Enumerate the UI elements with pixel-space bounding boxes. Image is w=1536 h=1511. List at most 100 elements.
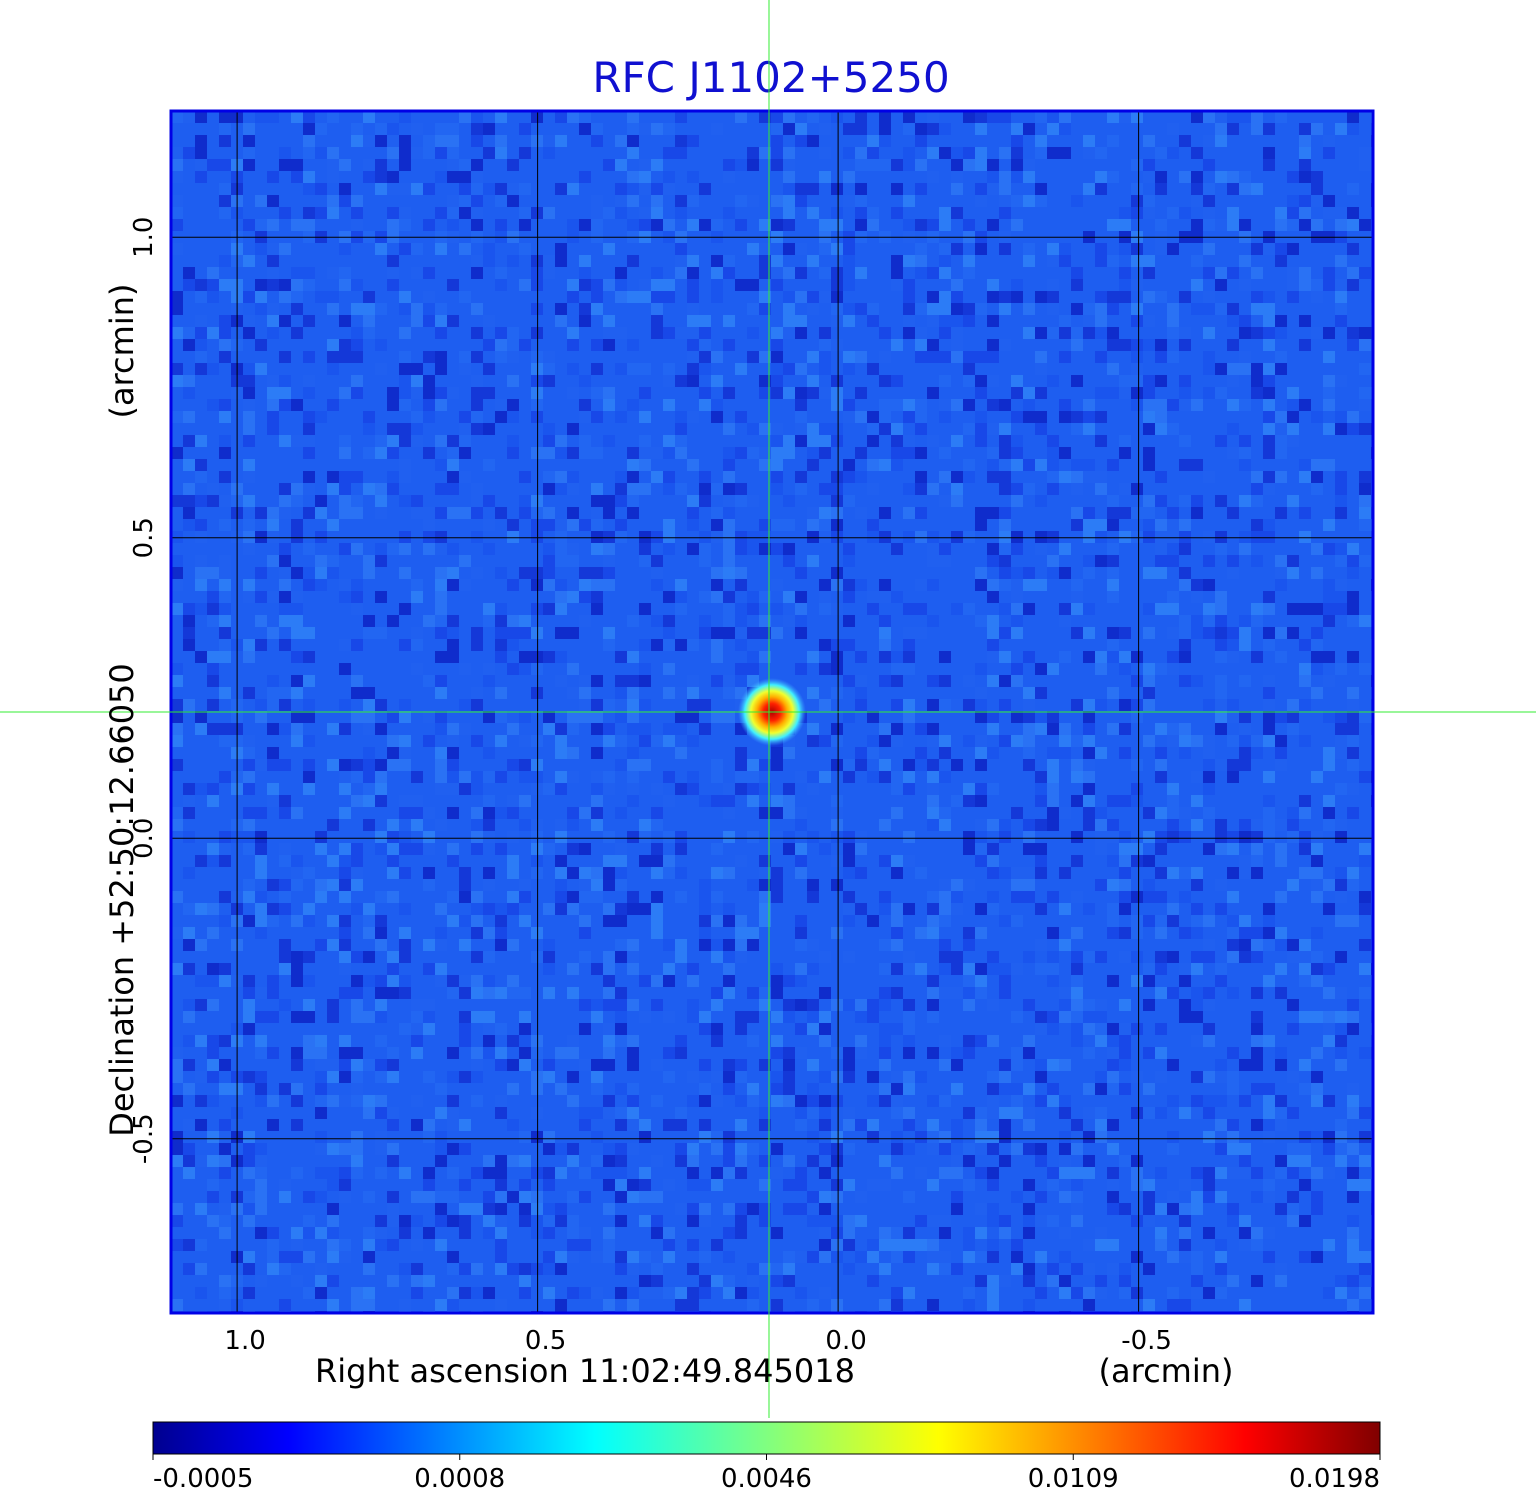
noise-pixel bbox=[1119, 1035, 1131, 1047]
noise-pixel bbox=[1203, 627, 1215, 639]
noise-pixel bbox=[1167, 819, 1179, 831]
noise-pixel bbox=[363, 795, 375, 807]
noise-pixel bbox=[915, 579, 927, 591]
noise-pixel bbox=[879, 1227, 891, 1239]
noise-pixel bbox=[1227, 183, 1239, 195]
noise-pixel bbox=[987, 591, 999, 603]
noise-pixel bbox=[303, 771, 315, 783]
noise-pixel bbox=[663, 963, 675, 975]
noise-pixel bbox=[183, 267, 195, 279]
noise-pixel bbox=[171, 807, 183, 819]
noise-pixel bbox=[183, 1239, 195, 1251]
noise-pixel bbox=[1119, 831, 1131, 843]
noise-pixel bbox=[1287, 627, 1299, 639]
noise-pixel bbox=[1263, 1107, 1275, 1119]
noise-pixel bbox=[459, 555, 471, 567]
noise-pixel bbox=[603, 159, 615, 171]
noise-pixel bbox=[1167, 1095, 1179, 1107]
noise-pixel bbox=[315, 1095, 327, 1107]
noise-pixel bbox=[303, 279, 315, 291]
noise-pixel bbox=[219, 639, 231, 651]
noise-pixel bbox=[375, 1011, 387, 1023]
noise-pixel bbox=[1179, 207, 1191, 219]
noise-pixel bbox=[279, 399, 291, 411]
noise-pixel bbox=[591, 207, 603, 219]
noise-pixel bbox=[987, 1071, 999, 1083]
noise-pixel bbox=[1251, 1191, 1263, 1203]
noise-pixel bbox=[531, 111, 543, 123]
noise-pixel bbox=[855, 1011, 867, 1023]
noise-pixel bbox=[423, 507, 435, 519]
noise-pixel bbox=[303, 543, 315, 555]
noise-pixel bbox=[1155, 351, 1167, 363]
noise-pixel bbox=[459, 183, 471, 195]
noise-pixel bbox=[627, 1047, 639, 1059]
noise-pixel bbox=[1047, 243, 1059, 255]
noise-pixel bbox=[471, 423, 483, 435]
noise-pixel bbox=[351, 219, 363, 231]
noise-pixel bbox=[315, 531, 327, 543]
noise-pixel bbox=[927, 1143, 939, 1155]
noise-pixel bbox=[267, 423, 279, 435]
noise-pixel bbox=[411, 423, 423, 435]
noise-pixel bbox=[1035, 1251, 1047, 1263]
noise-pixel bbox=[555, 723, 567, 735]
noise-pixel bbox=[675, 483, 687, 495]
noise-pixel bbox=[1239, 927, 1251, 939]
noise-pixel bbox=[1239, 351, 1251, 363]
noise-pixel bbox=[567, 339, 579, 351]
noise-pixel bbox=[1035, 687, 1047, 699]
noise-pixel bbox=[1227, 123, 1239, 135]
noise-pixel bbox=[1023, 243, 1035, 255]
noise-pixel bbox=[891, 207, 903, 219]
noise-pixel bbox=[1035, 903, 1047, 915]
noise-pixel bbox=[915, 1071, 927, 1083]
noise-pixel bbox=[447, 1107, 459, 1119]
noise-pixel bbox=[495, 279, 507, 291]
noise-pixel bbox=[411, 123, 423, 135]
noise-pixel bbox=[783, 243, 795, 255]
noise-pixel bbox=[987, 219, 999, 231]
noise-pixel bbox=[759, 1059, 771, 1071]
noise-pixel bbox=[219, 771, 231, 783]
noise-pixel bbox=[951, 879, 963, 891]
noise-pixel bbox=[411, 1047, 423, 1059]
noise-pixel bbox=[423, 675, 435, 687]
noise-pixel bbox=[219, 519, 231, 531]
noise-pixel bbox=[1359, 891, 1371, 903]
noise-pixel bbox=[771, 1083, 783, 1095]
noise-pixel bbox=[1347, 879, 1359, 891]
noise-pixel bbox=[447, 135, 459, 147]
noise-pixel bbox=[567, 219, 579, 231]
noise-pixel bbox=[243, 759, 255, 771]
noise-pixel bbox=[1119, 507, 1131, 519]
noise-pixel bbox=[915, 1215, 927, 1227]
noise-pixel bbox=[195, 555, 207, 567]
noise-pixel bbox=[1119, 855, 1131, 867]
noise-pixel bbox=[1095, 819, 1107, 831]
noise-pixel bbox=[1239, 435, 1251, 447]
noise-pixel bbox=[279, 579, 291, 591]
noise-pixel bbox=[1059, 1107, 1071, 1119]
y-tick-label: 0.5 bbox=[129, 517, 159, 558]
noise-pixel bbox=[303, 207, 315, 219]
noise-pixel bbox=[1311, 1203, 1323, 1215]
noise-pixel bbox=[447, 1167, 459, 1179]
noise-pixel bbox=[207, 927, 219, 939]
noise-pixel bbox=[1239, 951, 1251, 963]
noise-pixel bbox=[987, 867, 999, 879]
noise-pixel bbox=[207, 1035, 219, 1047]
noise-pixel bbox=[963, 159, 975, 171]
noise-pixel bbox=[1203, 1131, 1215, 1143]
noise-pixel bbox=[747, 1203, 759, 1215]
noise-pixel bbox=[387, 711, 399, 723]
noise-pixel bbox=[1287, 999, 1299, 1011]
noise-pixel bbox=[219, 579, 231, 591]
noise-pixel bbox=[531, 687, 543, 699]
noise-pixel bbox=[1203, 531, 1215, 543]
noise-pixel bbox=[975, 795, 987, 807]
noise-pixel bbox=[1215, 1143, 1227, 1155]
noise-pixel bbox=[795, 327, 807, 339]
noise-pixel bbox=[651, 279, 663, 291]
noise-pixel bbox=[1167, 519, 1179, 531]
